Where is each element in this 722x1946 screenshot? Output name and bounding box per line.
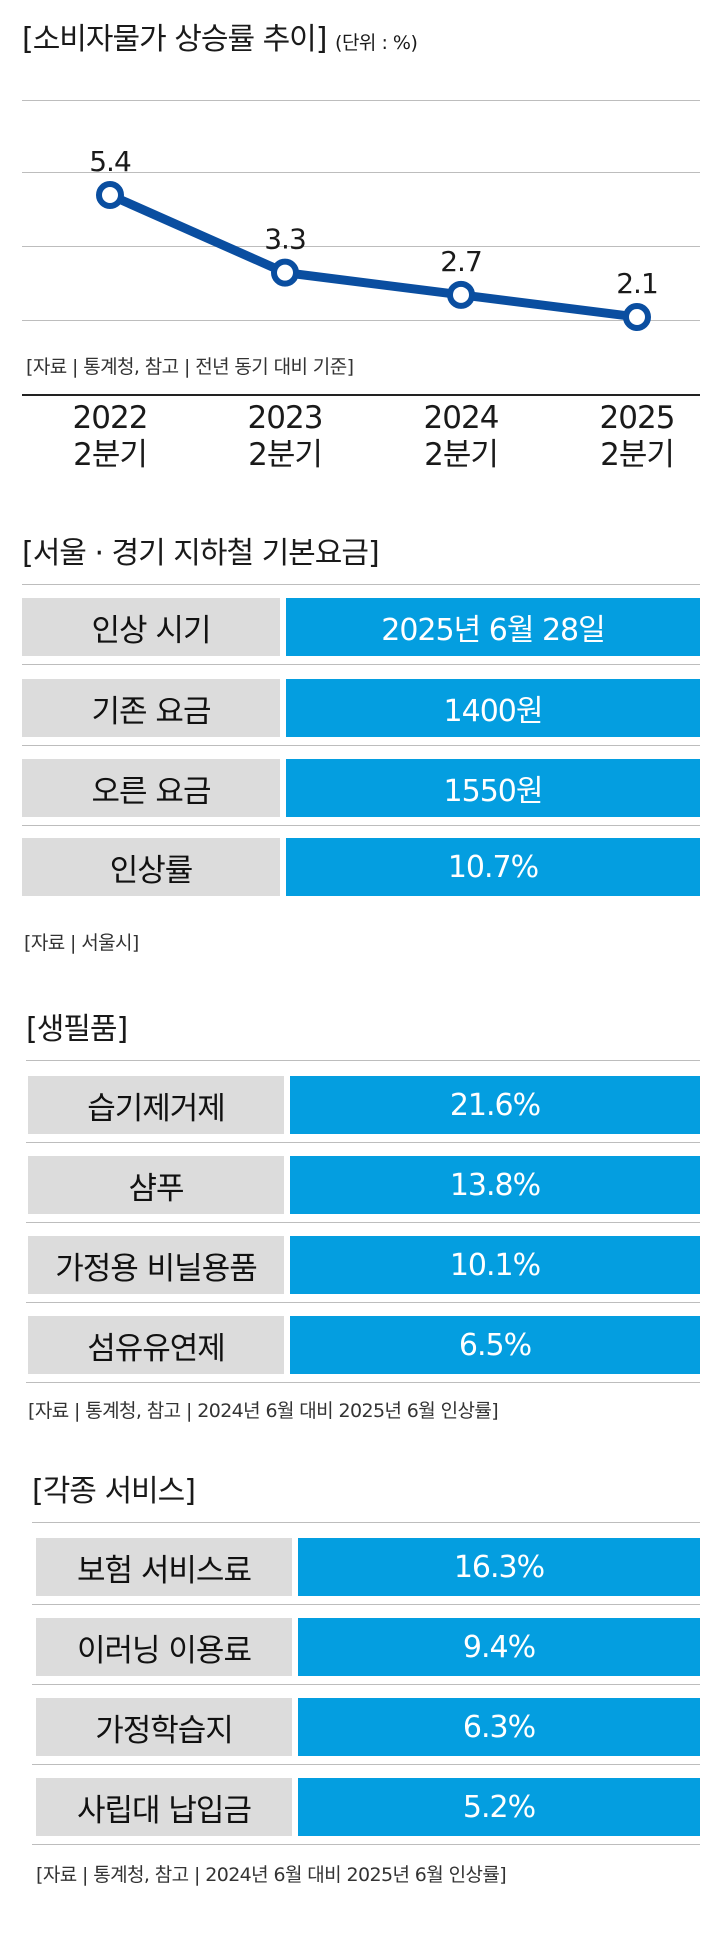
subway-row-value: 2025년 6월 28일 bbox=[286, 598, 700, 656]
services-source: [자료 | 통계청, 참고 | 2024년 6월 대비 2025년 6월 인상률… bbox=[36, 1864, 507, 1886]
gridline bbox=[22, 320, 700, 321]
services-row-value: 5.2% bbox=[298, 1778, 700, 1836]
series-line bbox=[105, 190, 642, 322]
subway-source: [자료 | 서울시] bbox=[24, 932, 139, 954]
cpi-chart-title-row: [소비자물가 상승률 추이] (단위 : %) bbox=[22, 14, 418, 58]
necessities-source: [자료 | 통계청, 참고 | 2024년 6월 대비 2025년 6월 인상률… bbox=[28, 1400, 499, 1422]
data-point bbox=[447, 280, 475, 309]
divider bbox=[22, 745, 700, 746]
divider bbox=[26, 1142, 700, 1143]
necessities-row-value: 13.8% bbox=[290, 1156, 700, 1214]
divider bbox=[22, 664, 700, 665]
subway-row: 오른 요금 1550원 bbox=[22, 759, 700, 817]
gridline bbox=[22, 100, 700, 101]
services-row-label: 이러닝 이용료 bbox=[36, 1618, 292, 1676]
subway-row-label: 기존 요금 bbox=[22, 679, 280, 737]
gridline bbox=[22, 172, 700, 173]
x-tick-year: 2025 bbox=[599, 400, 676, 436]
x-tick-quarter: 2분기 bbox=[600, 437, 675, 473]
gridline bbox=[22, 246, 700, 247]
data-label: 2.1 bbox=[616, 267, 658, 300]
subway-row: 인상률 10.7% bbox=[22, 838, 700, 896]
necessities-row-label: 가정용 비닐용품 bbox=[28, 1236, 284, 1294]
x-tick-label: 2024 2분기 bbox=[396, 400, 526, 474]
divider bbox=[32, 1764, 700, 1765]
services-title: [각종 서비스] bbox=[32, 1474, 196, 1509]
cpi-chart-unit: (단위 : %) bbox=[335, 32, 418, 54]
subway-row-label: 인상률 bbox=[22, 838, 280, 896]
subway-row: 기존 요금 1400원 bbox=[22, 679, 700, 737]
subway-row: 인상 시기 2025년 6월 28일 bbox=[22, 598, 700, 656]
subway-row-value: 1400원 bbox=[286, 679, 700, 737]
data-point bbox=[271, 258, 299, 287]
subway-title: [서울 · 경기 지하철 기본요금] bbox=[22, 536, 380, 571]
services-row: 이러닝 이용료 9.4% bbox=[36, 1618, 700, 1676]
services-row-label: 보험 서비스료 bbox=[36, 1538, 292, 1596]
necessities-row-label: 섬유유연제 bbox=[28, 1316, 284, 1374]
cpi-chart-title: [소비자물가 상승률 추이] bbox=[22, 22, 327, 57]
subway-row-value: 10.7% bbox=[286, 838, 700, 896]
subway-row-value: 1550원 bbox=[286, 759, 700, 817]
data-label: 2.7 bbox=[440, 245, 482, 278]
x-axis-line bbox=[22, 394, 700, 396]
data-label: 3.3 bbox=[264, 223, 306, 256]
x-tick-label: 2022 2분기 bbox=[45, 400, 175, 474]
x-tick-quarter: 2분기 bbox=[424, 437, 499, 473]
cpi-line-plot: 5.4 3.3 2.7 2.1 bbox=[89, 145, 659, 331]
necessities-row: 샴푸 13.8% bbox=[28, 1156, 700, 1214]
x-tick-quarter: 2분기 bbox=[73, 437, 148, 473]
subway-row-label: 오른 요금 bbox=[22, 759, 280, 817]
divider bbox=[26, 1382, 700, 1383]
data-point bbox=[623, 303, 651, 331]
divider bbox=[32, 1844, 700, 1845]
necessities-row: 습기제거제 21.6% bbox=[28, 1076, 700, 1134]
services-row-value: 16.3% bbox=[298, 1538, 700, 1596]
services-row-value: 9.4% bbox=[298, 1618, 700, 1676]
divider bbox=[32, 1684, 700, 1685]
data-label: 5.4 bbox=[89, 145, 131, 178]
subway-row-label: 인상 시기 bbox=[22, 598, 280, 656]
divider bbox=[32, 1604, 700, 1605]
services-row: 보험 서비스료 16.3% bbox=[36, 1538, 700, 1596]
necessities-row: 섬유유연제 6.5% bbox=[28, 1316, 700, 1374]
necessities-title: [생필품] bbox=[26, 1012, 128, 1047]
services-row: 가정학습지 6.3% bbox=[36, 1698, 700, 1756]
cpi-chart-source: [자료 | 통계청, 참고 | 전년 동기 대비 기준] bbox=[26, 356, 354, 378]
x-tick-quarter: 2분기 bbox=[248, 437, 323, 473]
divider bbox=[22, 825, 700, 826]
divider bbox=[26, 1060, 700, 1061]
x-tick-label: 2023 2분기 bbox=[220, 400, 350, 474]
services-row-label: 가정학습지 bbox=[36, 1698, 292, 1756]
divider bbox=[26, 1302, 700, 1303]
necessities-row-label: 샴푸 bbox=[28, 1156, 284, 1214]
necessities-row-value: 6.5% bbox=[290, 1316, 700, 1374]
divider bbox=[32, 1522, 700, 1523]
x-tick-year: 2023 bbox=[247, 400, 324, 436]
services-row-label: 사립대 납입금 bbox=[36, 1778, 292, 1836]
necessities-row-label: 습기제거제 bbox=[28, 1076, 284, 1134]
services-row: 사립대 납입금 5.2% bbox=[36, 1778, 700, 1836]
necessities-row-value: 10.1% bbox=[290, 1236, 700, 1294]
x-tick-label: 2025 2분기 bbox=[572, 400, 702, 474]
necessities-row: 가정용 비닐용품 10.1% bbox=[28, 1236, 700, 1294]
services-row-value: 6.3% bbox=[298, 1698, 700, 1756]
x-tick-year: 2024 bbox=[423, 400, 500, 436]
divider bbox=[26, 1222, 700, 1223]
necessities-row-value: 21.6% bbox=[290, 1076, 700, 1134]
cpi-chart-section: [소비자물가 상승률 추이] (단위 : %) 5.4 3.3 2.7 2.1 [자료… bbox=[0, 0, 722, 480]
data-point bbox=[96, 181, 124, 209]
divider bbox=[22, 584, 700, 585]
x-tick-year: 2022 bbox=[72, 400, 149, 436]
